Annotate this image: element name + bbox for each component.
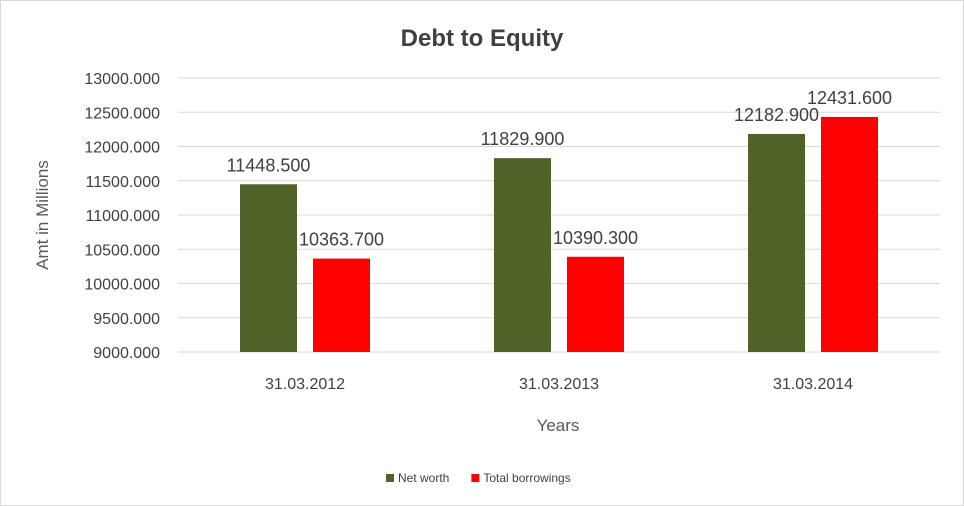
- bar-total-borrowings: [567, 256, 624, 352]
- x-tick-label: 31.03.2014: [773, 376, 853, 393]
- data-label: 12431.600: [807, 88, 892, 108]
- data-label: 11448.500: [227, 155, 311, 175]
- bar-net-worth: [240, 184, 297, 352]
- data-label: 10390.300: [553, 228, 638, 248]
- x-axis-tick-labels: 31.03.2012 31.03.2013 31.03.2014: [265, 376, 853, 393]
- y-tick-label: 10500.000: [84, 242, 160, 259]
- bars: [240, 116, 878, 353]
- x-tick-label: 31.03.2012: [265, 376, 345, 393]
- legend-swatch: [386, 474, 394, 482]
- legend-entry: Net worth: [398, 471, 449, 485]
- data-labels: 11448.500 10363.700 11829.900 10390.300 1218…: [227, 88, 892, 250]
- y-axis-label: Amt in Millions: [33, 160, 52, 270]
- gridlines: [178, 77, 940, 353]
- y-tick-label: 11000.000: [86, 208, 161, 225]
- data-label: 11829.900: [481, 129, 565, 149]
- legend-swatch: [471, 474, 480, 482]
- legend-entry: Total borrowings: [483, 471, 570, 485]
- bar-total-borrowings: [313, 258, 370, 352]
- y-tick-label: 10000.000: [84, 277, 160, 294]
- x-tick-label: 31.03.2013: [519, 376, 599, 393]
- y-tick-label: 9500.000: [93, 311, 160, 328]
- bar-net-worth: [748, 133, 805, 352]
- x-axis-label: Years: [537, 416, 580, 435]
- data-label: 12182.900: [734, 105, 819, 125]
- y-tick-label: 13000.000: [84, 71, 160, 88]
- y-tick-label: 12500.000: [84, 105, 160, 122]
- bar-total-borrowings: [821, 116, 878, 353]
- legend: Net worth Total borrowings: [386, 471, 571, 485]
- y-axis-tick-labels: 9000.000 9500.000 10000.000 10500.000 11000.…: [84, 71, 160, 362]
- data-label: 10363.700: [299, 230, 384, 250]
- chart-title: Debt to Equity: [401, 25, 564, 52]
- y-tick-label: 11500.000: [86, 174, 161, 191]
- bar-net-worth: [494, 158, 551, 352]
- y-tick-label: 12000.000: [84, 140, 160, 157]
- y-tick-label: 9000.000: [93, 345, 160, 362]
